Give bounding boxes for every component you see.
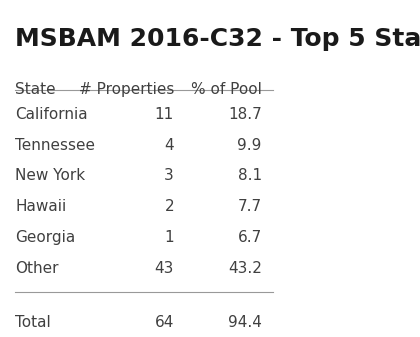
Text: Tennessee: Tennessee <box>15 137 95 153</box>
Text: California: California <box>15 106 88 122</box>
Text: 64: 64 <box>155 315 174 330</box>
Text: 1: 1 <box>165 230 174 245</box>
Text: State: State <box>15 82 56 97</box>
Text: 3: 3 <box>164 168 174 183</box>
Text: 2: 2 <box>165 200 174 214</box>
Text: 18.7: 18.7 <box>228 106 262 122</box>
Text: MSBAM 2016-C32 - Top 5 States: MSBAM 2016-C32 - Top 5 States <box>15 27 420 51</box>
Text: 43: 43 <box>155 261 174 276</box>
Text: 7.7: 7.7 <box>238 200 262 214</box>
Text: 8.1: 8.1 <box>238 168 262 183</box>
Text: # Properties: # Properties <box>79 82 174 97</box>
Text: 4: 4 <box>165 137 174 153</box>
Text: 43.2: 43.2 <box>228 261 262 276</box>
Text: Hawaii: Hawaii <box>15 200 66 214</box>
Text: Total: Total <box>15 315 51 330</box>
Text: 6.7: 6.7 <box>237 230 262 245</box>
Text: Other: Other <box>15 261 59 276</box>
Text: 94.4: 94.4 <box>228 315 262 330</box>
Text: 11: 11 <box>155 106 174 122</box>
Text: New York: New York <box>15 168 85 183</box>
Text: 9.9: 9.9 <box>237 137 262 153</box>
Text: % of Pool: % of Pool <box>191 82 262 97</box>
Text: Georgia: Georgia <box>15 230 75 245</box>
